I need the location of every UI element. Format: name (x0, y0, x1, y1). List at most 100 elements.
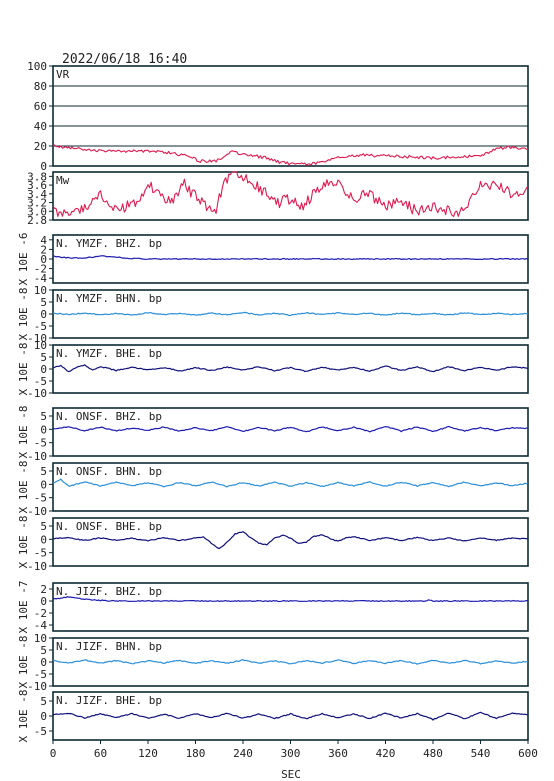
y-tick-label: 100 (27, 60, 47, 73)
y-axis-unit-label: X 10E -8 (17, 288, 30, 341)
y-tick-label: -5 (34, 320, 47, 333)
y-tick-label: 60 (34, 100, 47, 113)
y-tick-label: -5 (34, 437, 47, 450)
y-tick-label: 5 (40, 296, 47, 309)
panel-mw: 2.83.03.23.43.63.8 Mw (27, 170, 529, 227)
x-tick-label: 0 (50, 747, 57, 760)
y-tick-label: 0 (40, 595, 47, 608)
series-line-ymzf_bhn (52, 311, 529, 317)
series-line-onsf_bhe (52, 530, 529, 550)
x-tick-label: 360 (328, 747, 348, 760)
channel-label: N. ONSF. BHN. bp (56, 465, 162, 478)
y-tick-label: -10 (27, 505, 47, 518)
channel-label: VR (56, 68, 70, 81)
y-tick-label: 80 (34, 80, 47, 93)
x-tick-label: 180 (186, 747, 206, 760)
series-line-mw (52, 171, 529, 217)
y-tick-label: 5 (40, 520, 47, 533)
y-tick-label: -10 (27, 560, 47, 573)
channel-label: N. JIZF. BHZ. bp (56, 585, 162, 598)
y-axis-unit-label: X 10E -8 (17, 343, 30, 396)
y-tick-label: 20 (34, 140, 47, 153)
series-line-jizf_bhe (52, 711, 529, 721)
x-axis: 0 60 120 180 240 300 360 420 480 540 600 (50, 740, 538, 760)
y-tick-label: 2.8 (27, 214, 47, 227)
y-tick-label: 5 (40, 351, 47, 364)
y-tick-label: 0 (40, 160, 47, 173)
x-tick-label: 240 (233, 747, 253, 760)
channel-label: Mw (56, 174, 70, 187)
y-tick-label: 2 (40, 243, 47, 256)
channel-label: N. ONSF. BHZ. bp (56, 410, 162, 423)
y-tick-label: 5 (40, 410, 47, 423)
channel-label: N. YMZF. BHN. bp (56, 292, 162, 305)
y-tick-label: 0 (40, 363, 47, 376)
y-tick-label: 3.2 (27, 197, 47, 210)
panel-vr: 0 20 40 60 80 100 VR (27, 60, 529, 173)
series-line-onsf_bhn (52, 478, 529, 488)
y-tick-label: 40 (34, 120, 47, 133)
y-tick-label: 5 (40, 644, 47, 657)
x-tick-label: 300 (281, 747, 301, 760)
x-tick-label: 120 (138, 747, 158, 760)
panel-onsf_bhe: -10-505 X 10E -8 N. ONSF. BHE. bp (17, 516, 529, 573)
y-tick-label: -2 (34, 607, 47, 620)
y-axis-unit-label: X 10E -8 (17, 636, 30, 689)
panel-jizf_bhe: -5 0 5 X 10E -8 N. JIZF. BHE. bp (17, 690, 529, 743)
x-tick-label: 540 (471, 747, 491, 760)
channel-label: N. JIZF. BHN. bp (56, 640, 162, 653)
y-tick-label: -5 (34, 668, 47, 681)
series-line-jizf_bhn (52, 658, 529, 665)
y-tick-label: 0 (40, 478, 47, 491)
x-tick-label: 600 (518, 747, 538, 760)
panel-jizf_bhz: -4-202 X 10E -7 N. JIZF. BHZ. bp (17, 581, 529, 633)
y-tick-label: -5 (34, 492, 47, 505)
y-tick-label: 0 (40, 253, 47, 266)
y-tick-label: 0 (40, 656, 47, 669)
datetime-title: 2022/06/18 16:40 (62, 52, 187, 67)
panel-frame (52, 517, 529, 567)
series-line-ymzf_bhz (52, 255, 529, 261)
panel-frame (52, 171, 529, 221)
y-tick-label: 3.4 (27, 188, 47, 201)
y-tick-label: -5 (34, 725, 47, 738)
y-tick-label: 0 (40, 308, 47, 321)
channel-label: N. ONSF. BHE. bp (56, 520, 162, 533)
y-tick-label: -4 (34, 272, 48, 285)
series-line-ymzf_bhe (52, 364, 529, 373)
y-tick-label: 0 (40, 710, 47, 723)
y-axis-unit-label: X 10E -8 (17, 406, 30, 459)
y-tick-label: -2 (34, 263, 47, 276)
y-tick-label: 3.8 (27, 170, 47, 183)
y-tick-label: 10 (34, 284, 47, 297)
y-tick-label: 3.6 (27, 179, 47, 192)
series-line-onsf_bhz (52, 425, 529, 433)
y-tick-label: 4 (40, 234, 47, 247)
y-axis-unit-label: X 10E -6 (17, 233, 30, 286)
y-tick-label: -4 (34, 619, 48, 632)
y-tick-label: 3.0 (27, 205, 47, 218)
panel-frame (52, 462, 529, 512)
panel-frame (52, 582, 529, 632)
y-tick-label: -10 (27, 680, 47, 693)
channel-label: N. YMZF. BHE. bp (56, 347, 162, 360)
panel-onsf_bhz: -10-505 X 10E -8 N. ONSF. BHZ. bp (17, 406, 529, 463)
y-tick-label: 10 (34, 339, 47, 352)
y-tick-label: 0 (40, 423, 47, 436)
panel-frame (52, 407, 529, 457)
y-axis-unit-label: X 10E -8 (17, 690, 30, 743)
series-line-vr (52, 144, 528, 166)
y-tick-label: -10 (27, 450, 47, 463)
y-axis-unit-label: X 10E -8 (17, 516, 30, 569)
x-tick-label: 480 (423, 747, 443, 760)
x-tick-label: 60 (94, 747, 107, 760)
y-tick-label: -10 (27, 387, 47, 400)
y-tick-label: 0 (40, 533, 47, 546)
channel-label: N. JIZF. BHE. bp (56, 694, 162, 707)
x-axis-label: SEC (281, 768, 301, 781)
y-tick-label: 5 (40, 465, 47, 478)
